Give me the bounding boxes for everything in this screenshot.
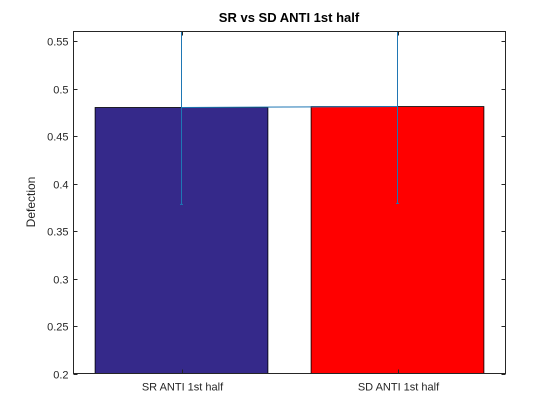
- x-tick-label: SD ANTI 1st half: [358, 382, 440, 394]
- x-tick-label: SR ANTI 1st half: [142, 382, 224, 394]
- y-tick-label: 0.45: [47, 132, 68, 144]
- chart-title: SR vs SD ANTI 1st half: [219, 10, 360, 25]
- y-axis-label: Defection: [24, 177, 38, 228]
- axes-frame: [73, 31, 506, 374]
- y-tick-label: 0.2: [53, 370, 68, 382]
- y-axis-ticks: 0.2 0.25 0.3 0.35 0.4 0.45 0.5 0.55: [47, 37, 506, 382]
- y-tick-label: 0.3: [53, 275, 68, 287]
- y-tick-label: 0.4: [53, 180, 68, 192]
- bars-group: [94, 106, 485, 374]
- x-axis-ticks: SR ANTI 1st half SD ANTI 1st half: [142, 31, 440, 394]
- y-tick-label: 0.5: [53, 85, 68, 97]
- y-tick-label: 0.25: [47, 322, 68, 334]
- error-bars-group: [180, 31, 399, 205]
- y-tick-label: 0.55: [47, 37, 68, 49]
- error-bar-connector: [181, 106, 398, 108]
- y-tick-label: 0.35: [47, 227, 68, 239]
